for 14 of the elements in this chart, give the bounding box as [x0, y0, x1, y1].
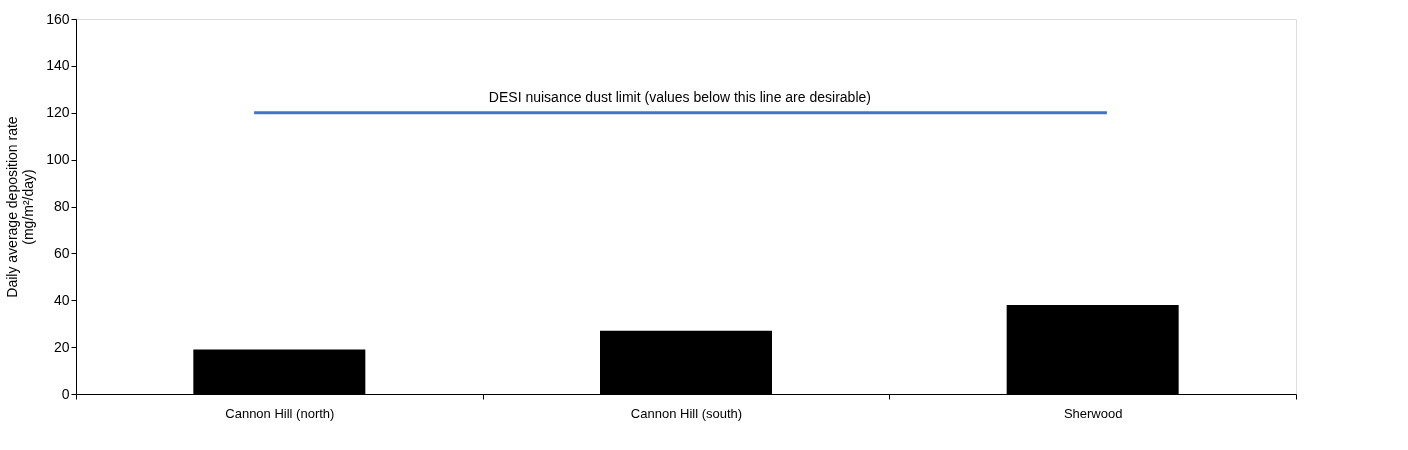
y-tick-label: 40 [53, 291, 70, 308]
ref-line-label: DESI nuisance dust limit (values below this line are desirable) [488, 88, 871, 105]
x-tick-label: Sherwood [1063, 405, 1123, 421]
x-tick-label: Cannon Hill (north) [225, 405, 335, 421]
y-tick-label: 60 [53, 244, 70, 261]
y-axis-title: Daily average deposition rate (mg/m²/day) [4, 116, 37, 298]
y-tick-label: 120 [46, 104, 70, 121]
x-tick-label: Cannon Hill (south) [630, 405, 743, 421]
y-tick-label: 100 [46, 151, 70, 168]
y-tick-label: 80 [53, 198, 70, 214]
y-tick-label: 20 [53, 338, 70, 355]
y-tick-label: 140 [46, 57, 70, 74]
y-tick-label: 160 [46, 10, 70, 27]
y-tick-label: 0 [61, 385, 70, 402]
